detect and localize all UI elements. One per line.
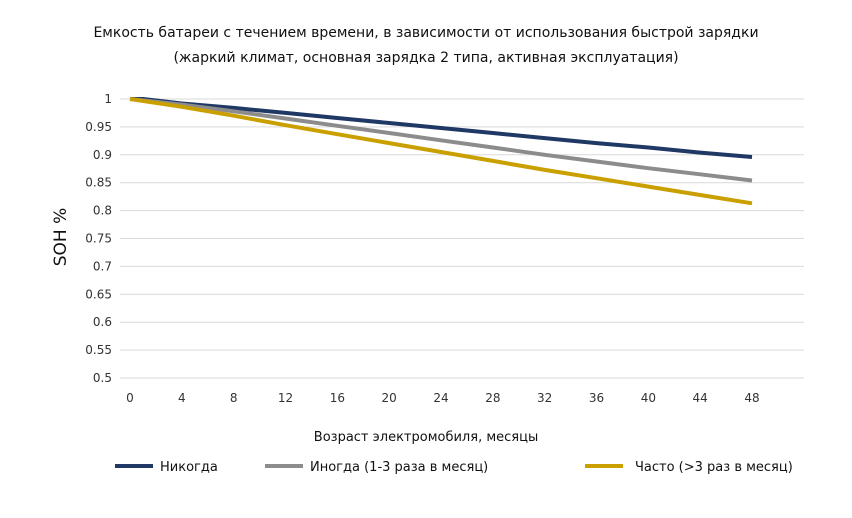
series-line-3 [129,97,753,206]
x-tick-label: 4 [178,391,186,405]
x-tick-label: 8 [230,391,238,405]
y-axis-ticks: 0.5 0.55 0.6 0.65 0.7 0.75 0.8 0.85 0.9 0.95 1 [85,92,112,385]
y-tick-label: 0.8 [93,204,112,218]
series-line-1 [130,97,753,159]
legend-label: Часто (>3 раз в месяц) [635,460,793,475]
y-tick-label: 0.85 [85,176,112,190]
y-tick-label: 0.75 [85,232,112,246]
x-tick-label: 28 [485,391,500,405]
x-tick-label: 0 [126,391,134,405]
x-tick-label: 48 [744,391,759,405]
legend: Никогда Иногда (1-3 раза в месяц) Часто (>… [115,460,793,475]
x-tick-label: 44 [693,391,708,405]
x-tick-label: 32 [537,391,552,405]
legend-label: Иногда (1-3 раза в месяц) [310,460,488,475]
y-tick-label: 1 [104,92,112,106]
gridlines [120,98,804,379]
x-tick-label: 12 [278,391,293,405]
y-tick-label: 0.95 [85,120,112,134]
series-line-2 [129,97,753,183]
y-tick-label: 0.5 [93,371,112,385]
y-tick-label: 0.6 [93,315,112,329]
y-tick-label: 0.65 [85,287,112,301]
series-lines [129,97,753,206]
x-tick-label: 40 [641,391,656,405]
x-tick-label: 24 [433,391,448,405]
x-tick-label: 16 [330,391,345,405]
x-axis-ticks: 0 4 8 12 16 20 24 28 32 36 40 44 48 [126,391,759,405]
y-axis-label: SOH % [51,208,71,267]
y-tick-label: 0.7 [93,259,112,273]
y-tick-label: 0.9 [93,148,112,162]
legend-label: Никогда [160,460,218,475]
chart-title: Емкость батареи с течением времени, в за… [93,25,758,41]
x-axis-label: Возраст электромобиля, месяцы [314,430,538,445]
chart-subtitle: (жаркий климат, основная зарядка 2 типа,… [173,50,678,66]
y-tick-label: 0.55 [85,343,112,357]
x-tick-label: 20 [382,391,397,405]
x-tick-label: 36 [589,391,604,405]
